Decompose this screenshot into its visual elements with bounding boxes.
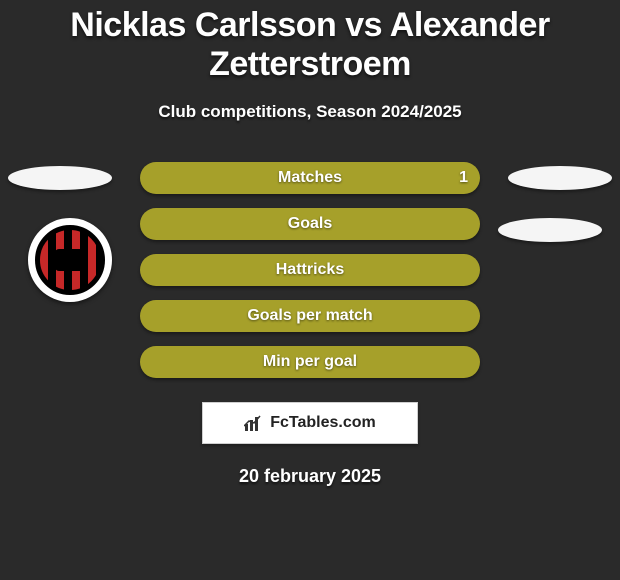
stat-row-min-per-goal: Min per goal: [140, 346, 480, 378]
branding-text: FcTables.com: [270, 414, 376, 432]
stat-row-goals: Goals: [140, 208, 480, 240]
right-player-oval-2: [498, 218, 602, 242]
stat-label: Goals: [288, 215, 332, 233]
stat-label: Min per goal: [263, 353, 357, 371]
comparison-container: Matches 1 Goals Hattricks Goals per matc…: [0, 162, 620, 378]
stat-row-matches: Matches 1: [140, 162, 480, 194]
handshake-icon: [55, 249, 85, 271]
club-badge: [28, 218, 112, 302]
page-subtitle: Club competitions, Season 2024/2025: [0, 102, 620, 122]
stat-row-goals-per-match: Goals per match: [140, 300, 480, 332]
page-title: Nicklas Carlsson vs Alexander Zetterstro…: [0, 0, 620, 84]
bar-chart-icon: [244, 414, 264, 432]
right-player-oval-1: [508, 166, 612, 190]
branding-box[interactable]: FcTables.com: [202, 402, 418, 444]
stat-row-hattricks: Hattricks: [140, 254, 480, 286]
stat-label: Matches: [278, 169, 342, 187]
stat-right-value: 1: [459, 169, 468, 187]
footer-date: 20 february 2025: [0, 466, 620, 487]
left-player-oval: [8, 166, 112, 190]
stat-label: Hattricks: [276, 261, 344, 279]
stat-label: Goals per match: [247, 307, 372, 325]
club-badge-inner: [35, 225, 105, 295]
